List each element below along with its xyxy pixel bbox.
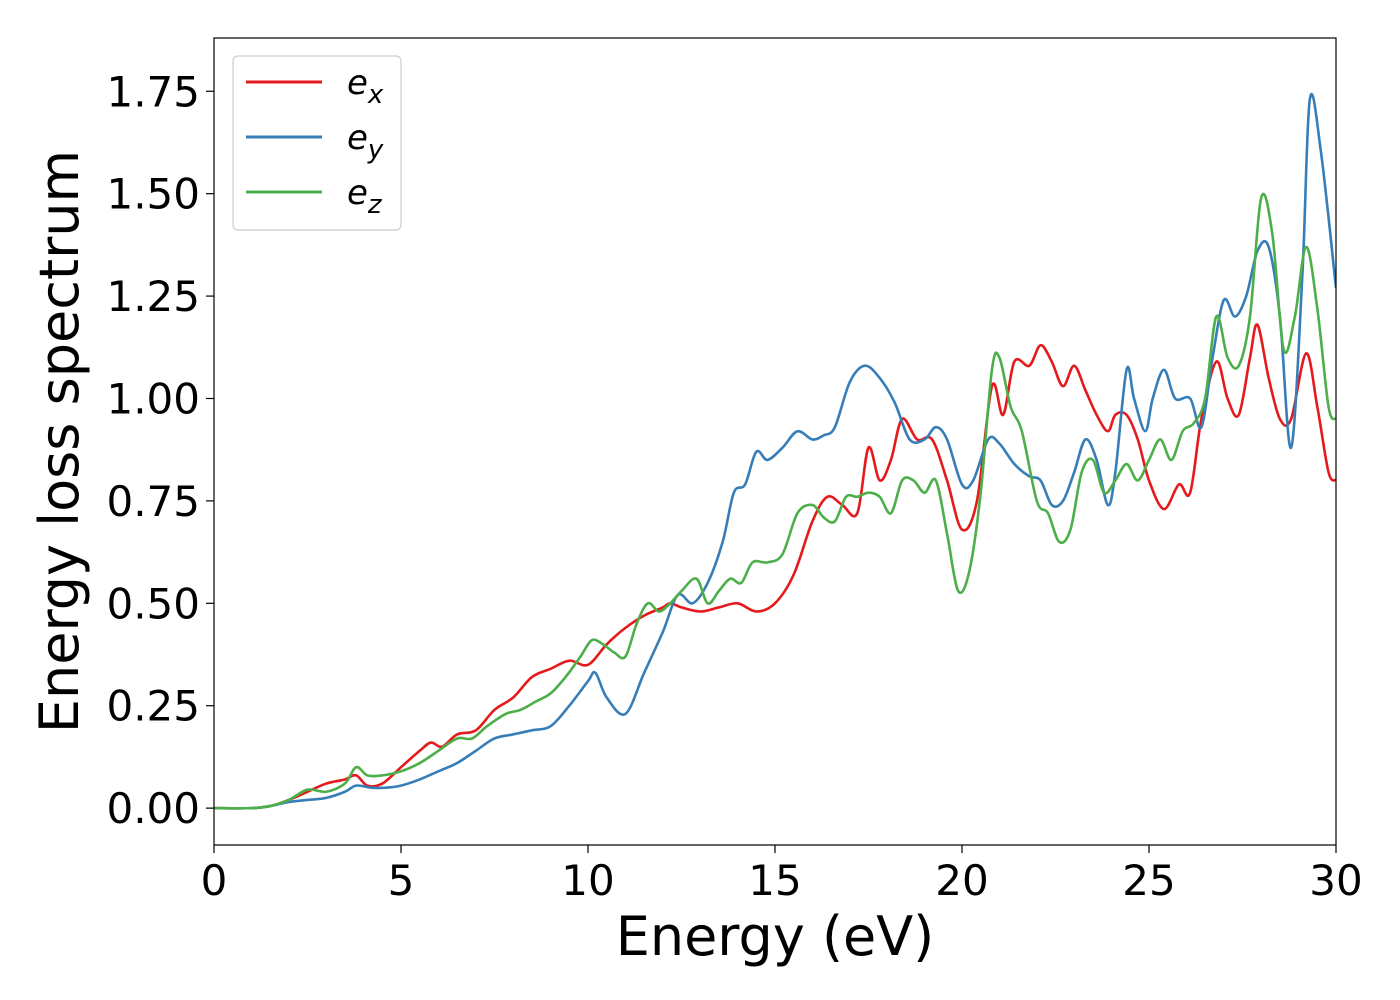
y-tick-label: 0.50 bbox=[106, 579, 200, 628]
x-tick-label: 30 bbox=[1309, 856, 1362, 905]
x-tick-label: 0 bbox=[201, 856, 228, 905]
y-tick-label: 1.75 bbox=[106, 67, 200, 116]
y-tick-label: 1.50 bbox=[106, 170, 200, 219]
y-tick-label: 0.75 bbox=[106, 477, 200, 526]
x-tick-label: 10 bbox=[561, 856, 614, 905]
legend-box bbox=[232, 55, 402, 231]
y-tick-label: 1.25 bbox=[106, 272, 200, 321]
y-tick-label: 1.00 bbox=[106, 374, 200, 423]
legend-label-z: ez bbox=[347, 173, 383, 220]
x-tick-label: 15 bbox=[748, 856, 801, 905]
x-tick-label: 25 bbox=[1122, 856, 1175, 905]
y-tick-label: 0.25 bbox=[106, 682, 200, 731]
y-axis-title: Energy loss spectrum bbox=[28, 150, 91, 733]
legend-label-y: ey bbox=[347, 118, 384, 165]
series-line-e-z bbox=[214, 192, 1336, 810]
x-tick-label: 20 bbox=[935, 856, 988, 905]
y-tick-label: 0.00 bbox=[106, 784, 200, 833]
series-line-e-y bbox=[214, 92, 1336, 810]
series-layer bbox=[214, 92, 1336, 810]
legend: ex ey ez bbox=[232, 55, 402, 231]
legend-label-x: ex bbox=[347, 63, 384, 110]
y-axis-ticks: 0.00 0.25 0.50 0.75 1.00 1.25 1.50 1.75 bbox=[106, 67, 214, 833]
x-axis-title: Energy (eV) bbox=[616, 905, 935, 968]
x-tick-label: 5 bbox=[388, 856, 415, 905]
x-axis-ticks: 0 5 10 15 20 25 30 bbox=[201, 845, 1363, 905]
